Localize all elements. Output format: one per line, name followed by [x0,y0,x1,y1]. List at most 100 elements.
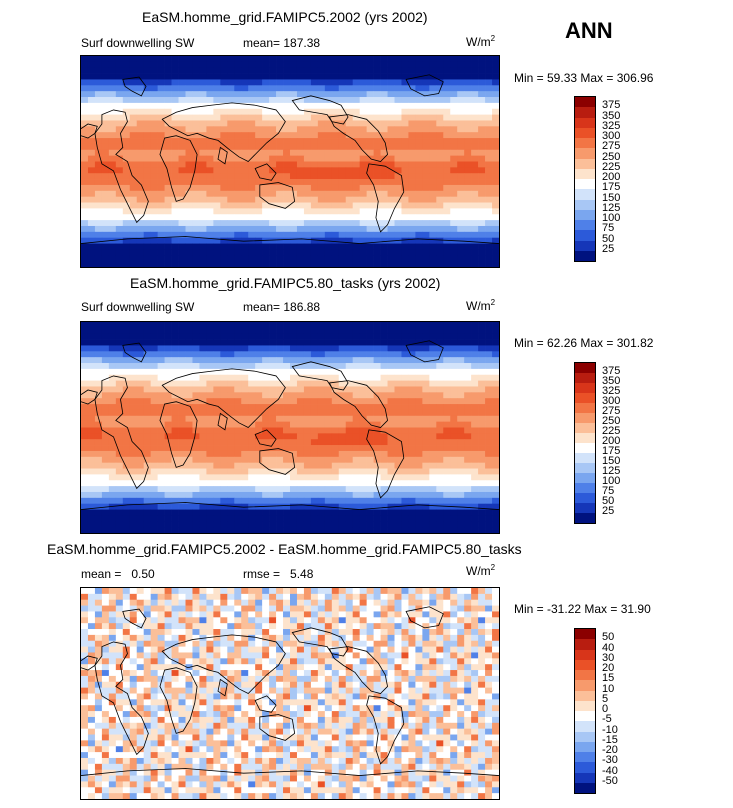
panel-2-variable-label: Surf downwelling SW [81,300,195,314]
colorbar-tick-label: -15 [602,733,618,746]
colorbar-box [575,629,595,640]
colorbar-box [575,168,595,179]
panel-2-mean-label: mean= [243,300,281,314]
colorbar-tick-label: 325 [602,119,621,132]
colorbar-box [575,250,595,261]
panel-3-mean-value: 0.50 [131,567,155,581]
colorbar-tick-label: 225 [602,160,621,173]
colorbar-tick-label: 300 [602,395,621,407]
panel-3-rmse-value: 5.48 [290,567,314,581]
colorbar-box [575,639,595,650]
colorbar-box [575,209,595,220]
colorbar-box [575,731,595,742]
colorbar-box [575,772,595,783]
colorbar-box [575,741,595,752]
panel-1-colorbar [574,96,596,262]
panel-1-mean-label: mean= [243,36,281,50]
colorbar-box [575,363,595,373]
colorbar-box [575,680,595,691]
colorbar-tick-label: 175 [602,445,621,457]
colorbar-box [575,189,595,200]
colorbar-tick-label: 75 [602,485,615,497]
colorbar-tick-label: 275 [602,405,621,417]
colorbar-box [575,659,595,670]
panel-3-units: W/m2 [466,563,496,578]
panel-1-minmax: Min = 59.33 Max = 306.96 [514,71,654,85]
panel-2-mean-value: 186.88 [283,300,321,314]
colorbar-box [575,711,595,722]
colorbar-tick-label: 350 [602,109,621,122]
colorbar-tick-label: 150 [602,455,621,467]
colorbar-box [575,782,595,793]
colorbar-tick-label: 75 [602,222,615,235]
colorbar-tick-label: 200 [602,435,621,447]
colorbar-box [575,752,595,763]
season-label: ANN [565,18,613,43]
colorbar-box [575,433,595,443]
colorbar-box [575,473,595,483]
colorbar-tick-label: 225 [602,425,621,437]
colorbar-box [575,463,595,473]
colorbar-tick-label: -20 [602,744,618,756]
colorbar-tick-label: 15 [602,672,615,685]
colorbar-box [575,97,595,108]
colorbar-tick-label: -40 [602,764,618,777]
colorbar-tick-label: 40 [602,641,615,654]
colorbar-box [575,138,595,149]
colorbar-box [575,493,595,503]
colorbar-tick-label: 100 [602,212,621,224]
panel-2-map [80,321,500,534]
panel-3-map [80,587,500,800]
colorbar-tick-label: 300 [602,130,621,142]
colorbar-box [575,179,595,190]
colorbar-tick-label: 0 [602,703,609,715]
colorbar-box [575,403,595,413]
colorbar-tick-label: 150 [602,191,621,204]
colorbar-box [575,721,595,732]
colorbar-box [575,240,595,251]
colorbar-tick-label: -50 [602,774,618,787]
colorbar-box [575,649,595,660]
colorbar-tick-label: 175 [602,181,621,194]
colorbar-box [575,199,595,210]
colorbar-box [575,670,595,681]
colorbar-box [575,230,595,241]
colorbar-tick-label: 275 [602,140,621,153]
colorbar-box [575,127,595,138]
colorbar-tick-label: 10 [602,682,615,695]
colorbar-tick-label: 25 [602,242,615,255]
panel-1-mean-value: 187.38 [283,36,321,50]
panel-3-rmse: rmse = 5.48 [243,567,313,581]
panel-2-colorbar [574,362,596,524]
colorbar-box [575,423,595,433]
colorbar-box [575,483,595,493]
colorbar-box [575,220,595,231]
colorbar-tick-label: 125 [602,201,621,214]
colorbar-tick-label: 30 [602,651,615,664]
panel-3-title: EaSM.homme_grid.FAMIPC5.2002 - EaSM.homm… [47,541,522,557]
panel-2-title: EaSM.homme_grid.FAMIPC5.80_tasks (yrs 20… [130,275,441,291]
colorbar-box [575,503,595,513]
colorbar-box [575,373,595,383]
colorbar-box [575,413,595,423]
colorbar-tick-label: 50 [602,631,615,644]
colorbar-tick-label: 50 [602,495,615,507]
colorbar-tick-label: -5 [602,713,612,726]
colorbar-tick-label: 375 [602,99,621,112]
panel-1-title: EaSM.homme_grid.FAMIPC5.2002 (yrs 2002) [142,9,428,25]
colorbar-box [575,700,595,711]
panel-2-minmax: Min = 62.26 Max = 301.82 [514,336,654,350]
colorbar-box [575,148,595,159]
colorbar-tick-label: 20 [602,662,615,674]
colorbar-box [575,513,595,523]
panel-3-colorbar [574,628,596,794]
colorbar-tick-label: 250 [602,415,621,427]
colorbar-box [575,453,595,463]
panel-3-minmax: Min = -31.22 Max = 31.90 [514,602,651,616]
panel-2-units: W/m2 [466,298,496,313]
panel-1-mean: mean= 187.38 [243,36,320,50]
colorbar-tick-label: -10 [602,723,618,736]
colorbar-box [575,443,595,453]
panel-1-variable-label: Surf downwelling SW [81,36,195,50]
colorbar-box [575,383,595,393]
